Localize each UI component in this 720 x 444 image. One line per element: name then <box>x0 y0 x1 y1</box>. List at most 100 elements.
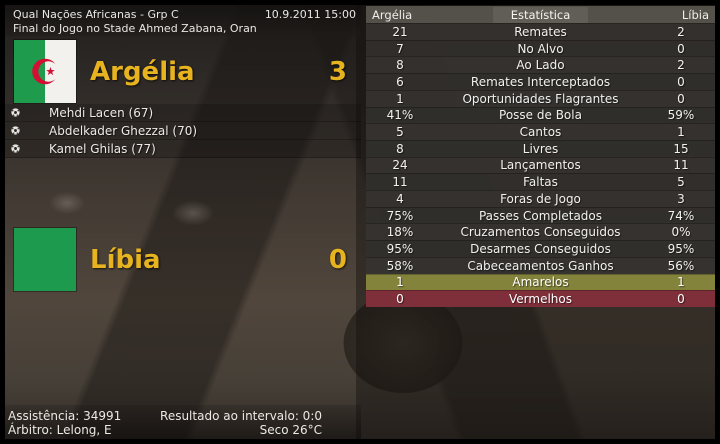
stat-label: Livres <box>522 141 559 156</box>
stat-row: 8 Ao Lado 2 <box>366 56 715 74</box>
stat-label: Remates <box>514 24 567 39</box>
scorer-name[interactable]: Kamel Ghilas (77) <box>49 141 156 156</box>
stat-home-value: 0 <box>396 292 404 307</box>
stat-label: Faltas <box>523 175 558 190</box>
stat-label: Cruzamentos Conseguidos <box>460 225 621 240</box>
match-footer: Assistência: 34991 Árbitro: Lelong, E Re… <box>5 405 361 439</box>
venue-label: Final do Jogo no Stade Ahmed Zabana, Ora… <box>13 22 257 35</box>
stats-column-header: Estatística <box>492 6 589 23</box>
scorer-row[interactable]: Abdelkader Ghezzal (70) <box>5 122 361 140</box>
stat-home-value: 41% <box>386 108 414 123</box>
stat-label: No Alvo <box>517 41 564 56</box>
stat-home-value: 8 <box>396 141 404 156</box>
stat-row: 4 Foras de Jogo 3 <box>366 190 715 207</box>
away-team-score: 0 <box>328 244 347 275</box>
stat-away-value: 95% <box>667 241 695 256</box>
stat-label: Cabeceamentos Ganhos <box>467 258 614 273</box>
stat-home-value: 8 <box>396 58 404 73</box>
stat-row: 7 No Alvo 0 <box>366 39 715 57</box>
scorer-row[interactable]: Kamel Ghilas (77) <box>5 140 361 158</box>
stat-away-value: 59% <box>667 108 695 123</box>
stat-label: Ao Lado <box>516 58 565 73</box>
stat-label: Amarelos <box>512 275 569 290</box>
stat-away-value: 0 <box>677 91 685 106</box>
stat-label: Cantos <box>519 125 562 140</box>
goal-ball-icon <box>11 126 20 135</box>
stats-header: Argélia Estatística Líbia <box>366 6 715 23</box>
match-header: Qual Nações Africanas - Grp C 10.9.2011 … <box>5 5 361 36</box>
stat-label: Passes Completados <box>478 208 603 223</box>
stat-home-value: 95% <box>386 241 414 256</box>
stat-label: Remates Interceptados <box>470 74 611 89</box>
stat-home-value: 21 <box>392 24 408 39</box>
stat-row: 58% Cabeceamentos Ganhos 56% <box>366 256 715 274</box>
stat-label: Vermelhos <box>509 292 572 307</box>
stat-label: Oportunidades Flagrantes <box>462 91 619 106</box>
home-team-name[interactable]: Argélia <box>90 56 195 87</box>
match-stats-panel: Argélia Estatística Líbia 21 Remates 2 7 No… <box>366 6 715 307</box>
stat-row-yellow-cards: 1 Amarelos 1 <box>366 273 715 291</box>
stat-away-value: 2 <box>677 24 685 39</box>
stat-row: 24 Lançamentos 11 <box>366 156 715 174</box>
stat-away-value: 56% <box>667 258 695 273</box>
stat-row: 8 Livres 15 <box>366 139 715 157</box>
away-team-name[interactable]: Líbia <box>90 244 161 275</box>
stat-home-value: 58% <box>386 258 414 273</box>
stat-home-value: 1 <box>396 275 404 290</box>
stat-away-value: 0 <box>677 292 685 307</box>
home-team-row[interactable]: Argélia 3 <box>14 40 347 103</box>
half-time-result-label: Resultado ao intervalo: 0:0 <box>160 409 322 423</box>
referee-label: Árbitro: Lelong, E <box>8 423 112 437</box>
stat-row: 11 Faltas 5 <box>366 173 715 191</box>
stat-row: 95% Desarmes Conseguidos 95% <box>366 240 715 257</box>
stat-row: 41% Posse de Bola 59% <box>366 106 715 124</box>
stat-label: Lançamentos <box>500 158 581 173</box>
libya-flag <box>14 228 76 291</box>
scorer-name[interactable]: Abdelkader Ghezzal (70) <box>49 123 198 138</box>
competition-label: Qual Nações Africanas - Grp C <box>13 8 179 21</box>
stat-home-value: 7 <box>396 41 404 56</box>
stat-away-value: 0 <box>677 74 685 89</box>
stat-away-value: 1 <box>677 275 685 290</box>
goal-ball-icon <box>11 144 20 153</box>
stat-home-value: 11 <box>392 175 408 190</box>
stat-row: 21 Remates 2 <box>366 23 715 40</box>
stat-home-value: 1 <box>396 91 404 106</box>
stats-away-header: Líbia <box>681 7 709 22</box>
stat-home-value: 5 <box>396 125 404 140</box>
stat-row: 1 Oportunidades Flagrantes 0 <box>366 89 715 107</box>
home-scorers-list: Mehdi Lacen (67) Abdelkader Ghezzal (70) <box>5 104 361 158</box>
stat-home-value: 6 <box>396 74 404 89</box>
match-datetime: 10.9.2011 15:00 <box>264 8 356 21</box>
weather-label: Seco 26°C <box>259 423 322 437</box>
stat-row-red-cards: 0 Vermelhos 0 <box>366 290 715 307</box>
stat-home-value: 18% <box>386 225 414 240</box>
attendance-label: Assistência: 34991 <box>8 409 122 423</box>
scorer-row[interactable]: Mehdi Lacen (67) <box>5 104 361 122</box>
scorer-name[interactable]: Mehdi Lacen (67) <box>49 105 154 120</box>
stat-away-value: 1 <box>677 125 685 140</box>
stat-away-value: 2 <box>677 58 685 73</box>
match-result-screen: Qual Nações Africanas - Grp C 10.9.2011 … <box>5 5 715 439</box>
stat-away-value: 15 <box>673 141 689 156</box>
stat-away-value: 0% <box>671 225 691 240</box>
away-team-row[interactable]: Líbia 0 <box>14 228 347 291</box>
stat-home-value: 75% <box>386 208 414 223</box>
stat-away-value: 3 <box>677 191 685 206</box>
stats-rows: 21 Remates 2 7 No Alvo 0 8 Ao Lado 2 6 Remates … <box>366 23 715 307</box>
stat-home-value: 4 <box>396 191 404 206</box>
algeria-flag <box>14 40 76 103</box>
stat-label: Foras de Jogo <box>500 191 581 206</box>
stat-away-value: 74% <box>667 208 695 223</box>
home-team-score: 3 <box>328 56 347 87</box>
stat-label: Posse de Bola <box>499 108 582 123</box>
goal-ball-icon <box>11 108 20 117</box>
stat-away-value: 5 <box>677 175 685 190</box>
stat-away-value: 0 <box>677 41 685 56</box>
match-summary-panel: Qual Nações Africanas - Grp C 10.9.2011 … <box>5 5 361 439</box>
stat-home-value: 24 <box>392 158 408 173</box>
stat-row: 75% Passes Completados 74% <box>366 206 715 224</box>
stat-away-value: 11 <box>673 158 689 173</box>
stats-home-header: Argélia <box>372 7 413 22</box>
stat-row: 6 Remates Interceptados 0 <box>366 73 715 90</box>
